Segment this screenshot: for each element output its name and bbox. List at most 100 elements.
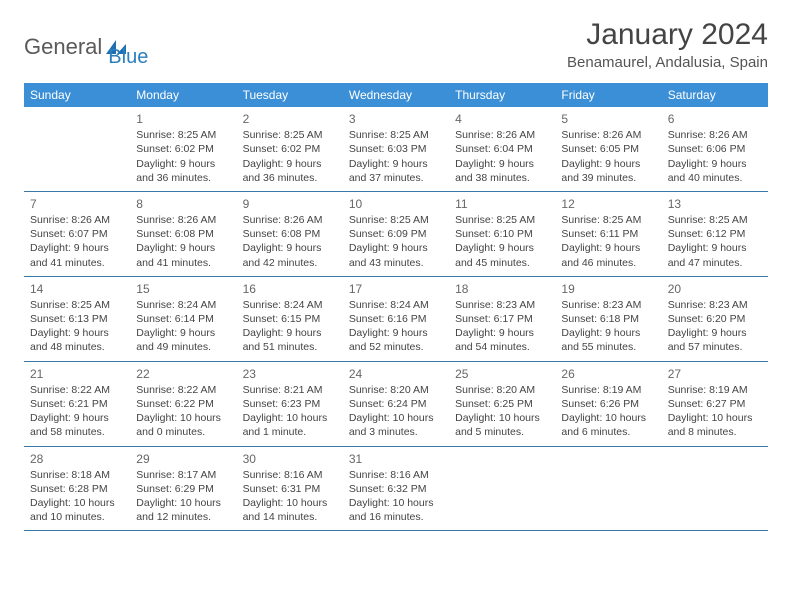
day-info-line: Daylight: 10 hours [349, 411, 443, 425]
day-info-line: and 10 minutes. [30, 510, 124, 524]
day-cell: 5Sunrise: 8:26 AMSunset: 6:05 PMDaylight… [555, 107, 661, 191]
day-info-line: and 47 minutes. [668, 256, 762, 270]
day-info-line: Sunrise: 8:24 AM [349, 298, 443, 312]
day-info-line: and 41 minutes. [136, 256, 230, 270]
day-info-line: Daylight: 9 hours [243, 241, 337, 255]
day-number: 14 [30, 281, 124, 297]
day-info-line: Daylight: 9 hours [561, 157, 655, 171]
day-info-line: Sunrise: 8:17 AM [136, 468, 230, 482]
day-cell [24, 107, 130, 191]
day-cell: 14Sunrise: 8:25 AMSunset: 6:13 PMDayligh… [24, 277, 130, 361]
day-number: 19 [561, 281, 655, 297]
week-row: 14Sunrise: 8:25 AMSunset: 6:13 PMDayligh… [24, 277, 768, 362]
day-info-line: Sunrise: 8:19 AM [668, 383, 762, 397]
day-cell: 13Sunrise: 8:25 AMSunset: 6:12 PMDayligh… [662, 192, 768, 276]
day-info-line: and 39 minutes. [561, 171, 655, 185]
day-cell [555, 447, 661, 531]
day-info-line: Daylight: 9 hours [561, 326, 655, 340]
day-info-line: Sunrise: 8:23 AM [561, 298, 655, 312]
day-info-line: Sunset: 6:22 PM [136, 397, 230, 411]
day-number: 18 [455, 281, 549, 297]
day-info-line: Daylight: 9 hours [668, 241, 762, 255]
day-info-line: Sunrise: 8:25 AM [668, 213, 762, 227]
day-cell: 19Sunrise: 8:23 AMSunset: 6:18 PMDayligh… [555, 277, 661, 361]
day-info-line: Sunrise: 8:25 AM [30, 298, 124, 312]
day-info-line: Sunrise: 8:22 AM [136, 383, 230, 397]
day-info-line: and 37 minutes. [349, 171, 443, 185]
day-info-line: Daylight: 9 hours [30, 326, 124, 340]
day-info-line: and 38 minutes. [455, 171, 549, 185]
day-info-line: Sunset: 6:08 PM [136, 227, 230, 241]
day-info-line: Daylight: 9 hours [455, 157, 549, 171]
day-info-line: Daylight: 9 hours [243, 326, 337, 340]
day-info-line: and 49 minutes. [136, 340, 230, 354]
day-info-line: Sunrise: 8:22 AM [30, 383, 124, 397]
day-number: 3 [349, 111, 443, 127]
day-info-line: Sunrise: 8:18 AM [30, 468, 124, 482]
day-info-line: Daylight: 10 hours [349, 496, 443, 510]
day-number: 17 [349, 281, 443, 297]
day-info-line: and 36 minutes. [136, 171, 230, 185]
day-info-line: Sunset: 6:02 PM [136, 142, 230, 156]
day-info-line: Sunset: 6:28 PM [30, 482, 124, 496]
day-number: 16 [243, 281, 337, 297]
day-info-line: Daylight: 9 hours [455, 241, 549, 255]
day-info-line: and 5 minutes. [455, 425, 549, 439]
day-number: 25 [455, 366, 549, 382]
day-number: 1 [136, 111, 230, 127]
day-number: 28 [30, 451, 124, 467]
day-cell: 12Sunrise: 8:25 AMSunset: 6:11 PMDayligh… [555, 192, 661, 276]
day-info-line: Sunset: 6:15 PM [243, 312, 337, 326]
day-info-line: Daylight: 10 hours [668, 411, 762, 425]
day-info-line: Sunrise: 8:20 AM [455, 383, 549, 397]
month-title: January 2024 [567, 18, 768, 52]
weekday-header-row: SundayMondayTuesdayWednesdayThursdayFrid… [24, 83, 768, 107]
day-info-line: Sunrise: 8:16 AM [349, 468, 443, 482]
day-cell: 3Sunrise: 8:25 AMSunset: 6:03 PMDaylight… [343, 107, 449, 191]
day-number: 5 [561, 111, 655, 127]
day-cell: 29Sunrise: 8:17 AMSunset: 6:29 PMDayligh… [130, 447, 236, 531]
day-cell: 25Sunrise: 8:20 AMSunset: 6:25 PMDayligh… [449, 362, 555, 446]
day-cell: 11Sunrise: 8:25 AMSunset: 6:10 PMDayligh… [449, 192, 555, 276]
day-info-line: Sunset: 6:29 PM [136, 482, 230, 496]
day-cell: 15Sunrise: 8:24 AMSunset: 6:14 PMDayligh… [130, 277, 236, 361]
day-cell: 24Sunrise: 8:20 AMSunset: 6:24 PMDayligh… [343, 362, 449, 446]
day-info-line: and 36 minutes. [243, 171, 337, 185]
day-number: 12 [561, 196, 655, 212]
day-info-line: Sunrise: 8:23 AM [668, 298, 762, 312]
day-info-line: Daylight: 9 hours [136, 326, 230, 340]
day-info-line: Sunrise: 8:19 AM [561, 383, 655, 397]
day-info-line: Daylight: 10 hours [30, 496, 124, 510]
day-info-line: Sunrise: 8:25 AM [561, 213, 655, 227]
day-cell [449, 447, 555, 531]
day-info-line: Sunrise: 8:24 AM [243, 298, 337, 312]
day-number: 23 [243, 366, 337, 382]
day-cell: 21Sunrise: 8:22 AMSunset: 6:21 PMDayligh… [24, 362, 130, 446]
day-info-line: Sunset: 6:09 PM [349, 227, 443, 241]
day-number: 15 [136, 281, 230, 297]
day-info-line: and 45 minutes. [455, 256, 549, 270]
day-info-line: Daylight: 9 hours [243, 157, 337, 171]
day-info-line: and 12 minutes. [136, 510, 230, 524]
day-number: 7 [30, 196, 124, 212]
day-info-line: Sunset: 6:17 PM [455, 312, 549, 326]
day-info-line: Daylight: 9 hours [455, 326, 549, 340]
day-info-line: Sunrise: 8:26 AM [455, 128, 549, 142]
day-info-line: and 0 minutes. [136, 425, 230, 439]
day-info-line: Sunrise: 8:25 AM [349, 213, 443, 227]
week-row: 1Sunrise: 8:25 AMSunset: 6:02 PMDaylight… [24, 107, 768, 192]
day-info-line: Sunrise: 8:26 AM [668, 128, 762, 142]
day-cell: 10Sunrise: 8:25 AMSunset: 6:09 PMDayligh… [343, 192, 449, 276]
day-info-line: Daylight: 9 hours [349, 241, 443, 255]
day-info-line: and 8 minutes. [668, 425, 762, 439]
logo: General Blue [24, 24, 148, 69]
week-row: 21Sunrise: 8:22 AMSunset: 6:21 PMDayligh… [24, 362, 768, 447]
day-info-line: and 52 minutes. [349, 340, 443, 354]
day-number: 6 [668, 111, 762, 127]
day-cell: 6Sunrise: 8:26 AMSunset: 6:06 PMDaylight… [662, 107, 768, 191]
day-info-line: Sunrise: 8:26 AM [243, 213, 337, 227]
day-cell: 8Sunrise: 8:26 AMSunset: 6:08 PMDaylight… [130, 192, 236, 276]
header: General Blue January 2024 Benamaurel, An… [24, 18, 768, 71]
day-cell: 9Sunrise: 8:26 AMSunset: 6:08 PMDaylight… [237, 192, 343, 276]
day-info-line: Daylight: 9 hours [349, 326, 443, 340]
